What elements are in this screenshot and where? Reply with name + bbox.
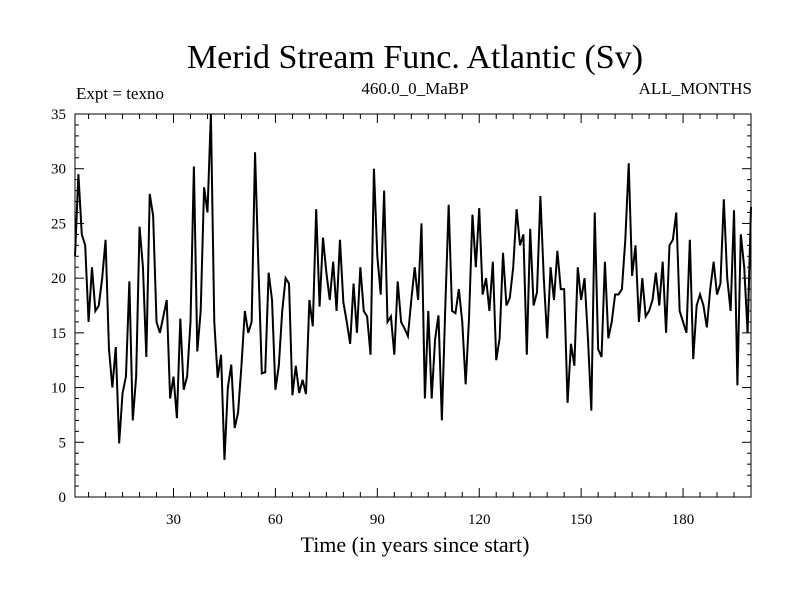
subtitle-right: ALL_MONTHS (639, 79, 752, 98)
subtitle-left: Expt = texno (76, 84, 164, 103)
x-tick-label: 60 (268, 512, 283, 528)
subtitle-center: 460.0_0_MaBP (361, 79, 468, 98)
x-tick-label: 90 (370, 512, 385, 528)
series-line (74, 113, 752, 460)
x-tick-label: 120 (468, 512, 491, 528)
y-tick-label: 10 (51, 381, 66, 397)
x-tick-label: 180 (672, 512, 695, 528)
x-axis-label: Time (in years since start) (301, 532, 530, 557)
y-tick-label: 35 (51, 107, 66, 123)
y-tick-label: 0 (59, 490, 67, 506)
x-tick-label: 30 (166, 512, 181, 528)
y-tick-label: 15 (51, 326, 66, 342)
y-tick-label: 30 (51, 162, 66, 178)
chart-title: Merid Stream Func. Atlantic (Sv) (187, 39, 643, 76)
plot-frame (74, 113, 752, 498)
y-tick-label: 25 (51, 216, 66, 232)
y-tick-label: 5 (59, 435, 67, 451)
x-tick-label: 150 (570, 512, 593, 528)
y-tick-label: 20 (51, 271, 66, 287)
